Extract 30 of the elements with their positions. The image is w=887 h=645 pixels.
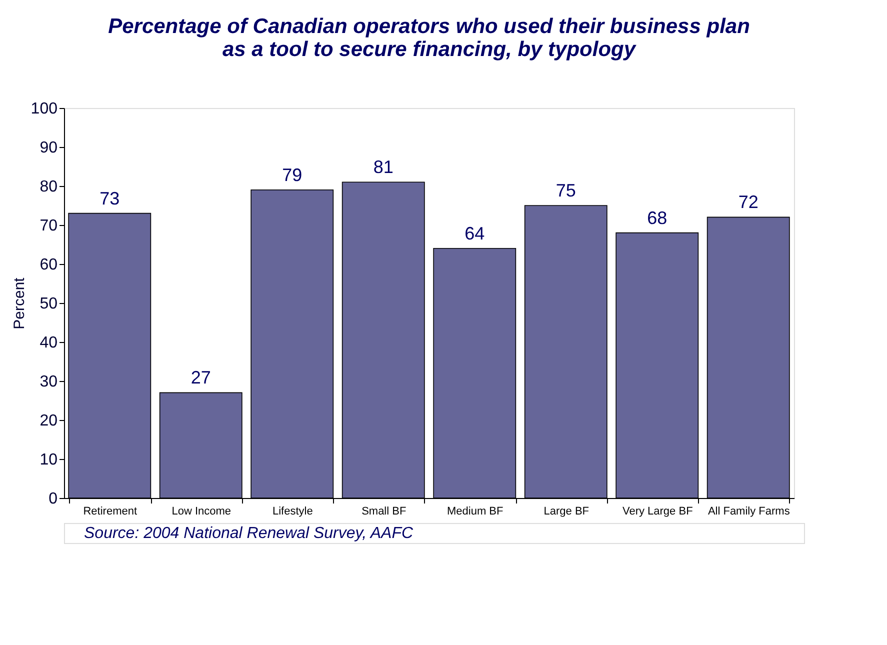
y-tick-label: 40 (40, 334, 58, 352)
y-tick-label: 0 (48, 490, 58, 508)
source-note: Source: 2004 National Renewal Survey, AAFC (84, 525, 414, 542)
x-tick-label: All Family Farms (708, 506, 790, 518)
data-label: 79 (282, 164, 302, 185)
x-tick-label: Medium BF (447, 506, 504, 518)
x-tick-label: Lifestyle (272, 506, 313, 518)
data-label: 64 (464, 223, 485, 244)
data-label: 68 (647, 208, 668, 228)
data-label: 75 (556, 180, 576, 200)
data-label: 81 (373, 157, 394, 178)
data-label: 27 (190, 368, 211, 388)
data-label: 73 (100, 188, 120, 208)
y-tick-label: 100 (30, 100, 58, 118)
y-tick-label: 20 (40, 412, 58, 430)
data-label: 72 (738, 192, 758, 212)
y-tick-label: 10 (40, 452, 58, 468)
y-tick-label: 30 (40, 374, 58, 390)
y-tick-label: 90 (40, 140, 58, 156)
y-tick-label: 50 (40, 296, 58, 312)
x-tick-label: Very Large BF (622, 506, 694, 518)
x-tick-label: Large BF (544, 506, 590, 518)
chart-title: Percentage of Canadian operators who used their business plan as a tool to secure financing, by typology (108, 15, 750, 61)
y-tick-label: 60 (40, 256, 58, 274)
x-tick-label: Small BF (362, 506, 406, 518)
y-axis-title: Percent (10, 276, 28, 330)
y-tick-label: 80 (40, 178, 58, 196)
x-tick-label: Retirement (83, 506, 138, 518)
y-tick-label: 70 (40, 218, 58, 234)
x-tick-label: Low Income (172, 506, 232, 518)
